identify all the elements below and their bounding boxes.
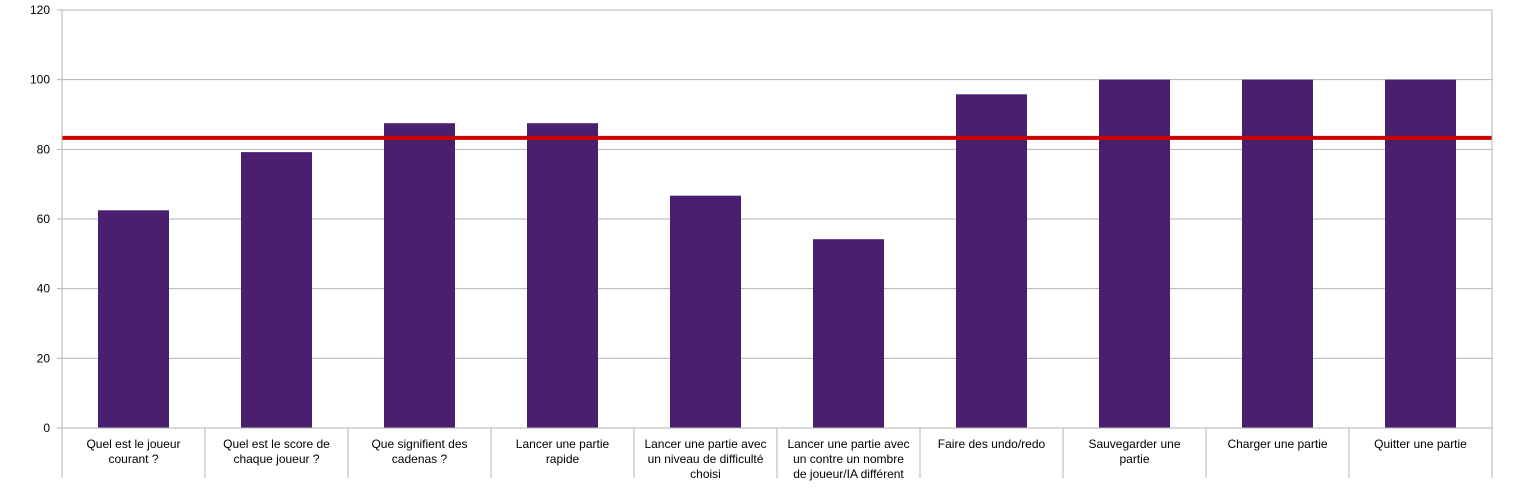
bar <box>1385 79 1456 429</box>
x-category-label: Lancer une partie rapide <box>516 437 610 466</box>
x-category-label: Sauvegarder une partie <box>1088 437 1180 466</box>
y-tick-label: 100 <box>30 73 50 87</box>
x-category-label-line: cadenas ? <box>392 452 448 466</box>
bars <box>98 79 1456 429</box>
bar <box>956 94 1027 429</box>
bar <box>1099 79 1170 429</box>
x-category-label-line: partie <box>1119 452 1149 466</box>
x-category-label-line: Lancer une partie avec <box>787 437 909 451</box>
bar <box>813 239 884 428</box>
x-category-label-line: Lancer une partie avec <box>644 437 766 451</box>
x-category-label-line: de joueur/IA différent <box>793 467 904 481</box>
x-category-label: Que signifient des cadenas ? <box>371 437 467 466</box>
x-category-label-line: un contre un nombre <box>793 452 904 466</box>
bar <box>1242 79 1313 429</box>
x-category-label-line: choisi <box>690 467 721 481</box>
x-category-label-line: chaque joueur ? <box>233 452 319 466</box>
x-category-label-line: Faire des undo/redo <box>938 437 1046 451</box>
x-category-label: Lancer une partie avec un contre un nombr… <box>787 437 909 481</box>
x-category-label-line: Que signifient des <box>371 437 467 451</box>
x-category-label-line: Quel est le joueur <box>86 437 180 451</box>
bar <box>241 152 312 428</box>
y-tick-label: 60 <box>37 212 51 226</box>
x-category-label-line: Sauvegarder une <box>1088 437 1180 451</box>
y-tick-label: 0 <box>43 421 50 435</box>
x-category-label: Faire des undo/redo <box>938 437 1046 451</box>
x-category-label: Quel est le score de chaque joueur ? <box>223 437 330 466</box>
bar <box>98 210 169 428</box>
x-category-label: Quel est le joueur courant ? <box>86 437 180 466</box>
axes <box>57 9 1493 478</box>
y-axis-tick-labels: 0 20 40 60 80 100 120 <box>30 3 50 435</box>
x-category-label-line: Quel est le score de <box>223 437 330 451</box>
x-axis-category-labels: Quel est le joueur courant ? Quel est le s… <box>86 437 1467 481</box>
bar <box>384 123 455 428</box>
bar <box>527 123 598 428</box>
x-category-label-line: rapide <box>546 452 580 466</box>
bar <box>670 195 741 428</box>
x-category-label-line: Quitter une partie <box>1374 437 1467 451</box>
x-category-label: Lancer une partie avec un niveau de diffi… <box>644 437 766 481</box>
y-tick-label: 20 <box>37 351 51 365</box>
y-tick-label: 80 <box>37 142 51 156</box>
x-category-label-line: un niveau de difficulté <box>648 452 764 466</box>
x-category-label-line: Lancer une partie <box>516 437 610 451</box>
x-category-label: Quitter une partie <box>1374 437 1467 451</box>
x-category-label: Charger une partie <box>1227 437 1327 451</box>
x-category-label-line: courant ? <box>108 452 158 466</box>
y-tick-label: 120 <box>30 3 50 17</box>
y-tick-label: 40 <box>37 282 51 296</box>
x-category-label-line: Charger une partie <box>1227 437 1327 451</box>
